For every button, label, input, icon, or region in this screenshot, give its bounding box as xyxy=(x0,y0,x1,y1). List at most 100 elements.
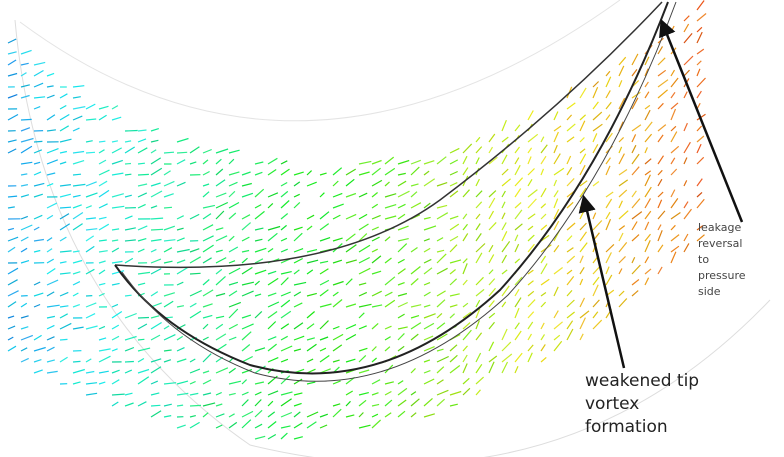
flow-vector xyxy=(553,286,559,297)
flow-vector xyxy=(189,421,200,429)
flow-vector xyxy=(670,108,677,121)
flow-vector xyxy=(384,390,392,396)
flow-vector xyxy=(202,379,212,385)
flow-vector xyxy=(670,157,676,165)
flow-vector xyxy=(345,213,357,220)
flow-vector xyxy=(33,149,43,154)
flow-vector xyxy=(436,398,446,407)
flow-vector xyxy=(306,225,313,231)
flow-vector xyxy=(514,177,524,187)
flow-vector xyxy=(423,304,431,308)
flow-vector xyxy=(150,380,159,385)
flow-vector xyxy=(605,165,611,176)
flow-vector xyxy=(241,290,254,297)
flow-vector xyxy=(696,0,705,11)
flow-vector xyxy=(358,303,372,308)
flow-vector xyxy=(59,223,71,231)
flow-vector xyxy=(150,404,161,407)
flow-vector xyxy=(150,190,163,198)
flow-vector xyxy=(501,154,508,165)
flow-vector xyxy=(436,267,448,275)
flow-vector xyxy=(371,413,379,418)
flow-vector xyxy=(241,249,250,253)
flow-vector xyxy=(46,267,56,275)
flow-vector xyxy=(436,333,448,341)
flow-vector xyxy=(397,292,408,297)
flow-vector xyxy=(189,358,196,363)
flow-vector xyxy=(631,69,638,77)
flow-vector xyxy=(176,259,186,264)
flow-vector xyxy=(566,328,574,341)
flow-vector xyxy=(280,323,290,330)
flow-vector xyxy=(306,269,314,275)
flow-vector xyxy=(7,315,15,319)
flow-vector xyxy=(176,227,184,231)
flow-vector xyxy=(72,259,83,264)
flow-vector xyxy=(670,69,676,77)
flow-vector xyxy=(293,411,301,418)
flow-vector xyxy=(241,314,252,319)
flow-vector xyxy=(111,393,125,396)
flow-vector xyxy=(527,333,533,341)
annotation: leakage reversal to pressure side xyxy=(698,221,746,298)
flow-vector xyxy=(98,325,106,330)
flow-vector xyxy=(566,311,575,319)
flow-vector xyxy=(631,144,637,154)
flow-vector xyxy=(397,410,406,418)
flow-vector xyxy=(280,375,291,385)
flow-vector xyxy=(150,392,160,396)
flow-vector xyxy=(371,403,380,407)
flow-vector xyxy=(514,223,523,231)
flow-vector xyxy=(644,56,650,66)
flow-vector xyxy=(228,413,235,418)
flow-vector xyxy=(527,110,534,121)
flow-vector xyxy=(137,338,145,341)
flow-vector xyxy=(150,217,164,220)
flow-vector xyxy=(59,261,67,264)
flow-vector xyxy=(241,323,254,330)
flow-vector xyxy=(488,269,494,275)
flow-vector xyxy=(579,153,587,165)
flow-vector xyxy=(475,223,481,231)
flow-vector xyxy=(462,363,468,374)
flow-vector xyxy=(124,173,132,176)
flow-vector xyxy=(215,424,223,429)
flow-vector xyxy=(657,57,666,66)
flow-vector xyxy=(605,76,612,88)
flow-vector xyxy=(59,305,69,308)
flow-vector xyxy=(605,252,612,264)
flow-vector xyxy=(644,198,652,209)
flow-vector xyxy=(514,202,522,209)
flow-vector xyxy=(124,239,136,242)
flow-vector xyxy=(605,243,615,253)
flow-vector xyxy=(657,178,663,187)
flow-vector xyxy=(176,237,185,242)
flow-vector xyxy=(566,222,576,231)
flow-vector xyxy=(46,129,56,132)
flow-vector xyxy=(501,269,508,275)
flow-vector xyxy=(46,248,53,253)
flow-vector xyxy=(267,292,277,297)
flow-vector xyxy=(553,111,559,121)
flow-vector xyxy=(423,291,431,297)
flow-vector xyxy=(670,145,680,154)
flow-vector xyxy=(527,213,536,220)
flow-vector xyxy=(605,191,614,198)
flow-vector xyxy=(111,310,123,319)
flow-vector xyxy=(410,391,417,396)
flow-vector xyxy=(579,114,587,121)
flow-vector xyxy=(241,222,251,231)
flow-vector xyxy=(449,244,458,253)
flow-vector xyxy=(150,410,162,418)
flow-vector xyxy=(514,243,520,253)
flow-vector xyxy=(696,48,705,55)
flow-vector xyxy=(540,301,547,308)
flow-vector xyxy=(566,166,573,176)
flow-vector xyxy=(293,257,303,264)
flow-vector xyxy=(605,198,613,209)
flow-vector xyxy=(98,159,107,165)
flow-vector xyxy=(488,244,494,253)
flow-vector xyxy=(384,412,392,418)
flow-vector xyxy=(176,248,190,253)
flow-vector xyxy=(540,168,545,176)
